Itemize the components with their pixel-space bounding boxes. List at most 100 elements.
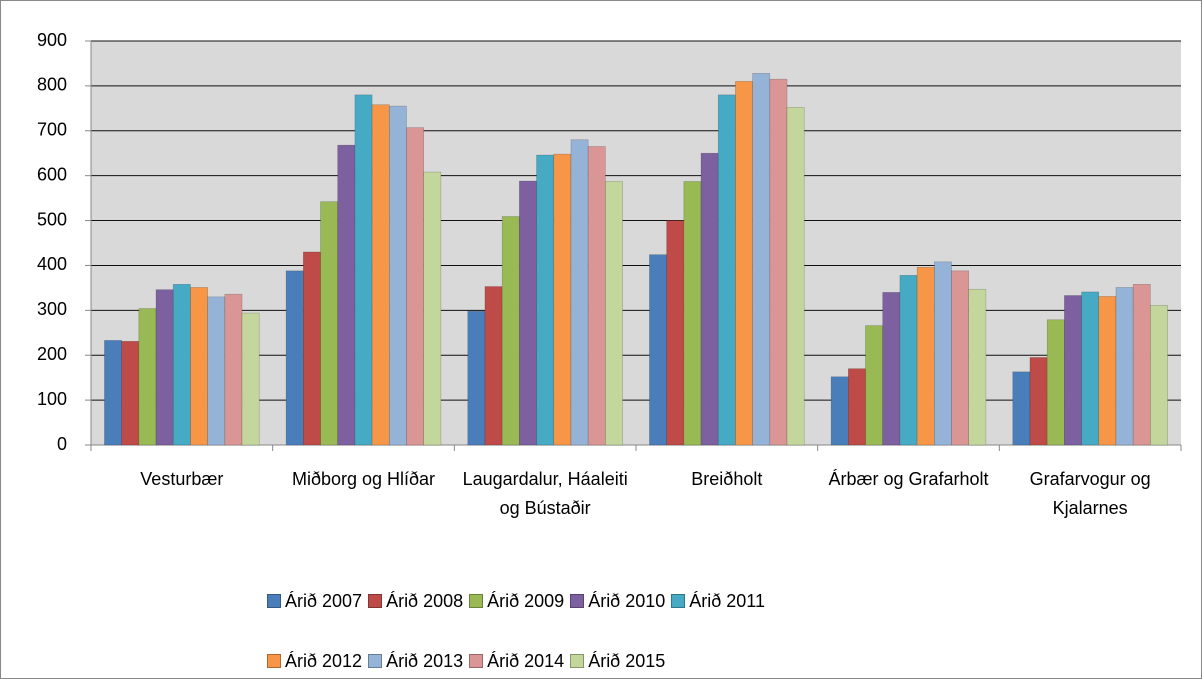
bar <box>700 152 719 446</box>
x-tick-label: Breiðholt <box>691 469 763 489</box>
bar <box>1012 371 1031 446</box>
bar <box>666 220 685 446</box>
bar <box>104 340 122 446</box>
legend-item: Árið 2013 <box>368 647 463 675</box>
y-tick-label: 900 <box>37 30 67 50</box>
x-tick-label: Vesturbær <box>140 469 224 489</box>
legend-swatch <box>368 654 383 668</box>
y-tick-label: 0 <box>57 434 67 454</box>
legend-label: Árið 2008 <box>386 590 464 611</box>
bar <box>951 270 970 446</box>
legend-label: Árið 2014 <box>487 650 565 671</box>
legend-swatch <box>671 594 686 608</box>
legend-swatch <box>469 654 484 668</box>
bar <box>371 104 390 446</box>
legend-swatch <box>570 594 585 608</box>
bar <box>786 107 805 446</box>
y-tick-label: 800 <box>37 75 67 95</box>
legend-item: Árið 2007 <box>267 587 362 615</box>
bar <box>916 266 935 446</box>
bar <box>649 254 667 446</box>
legend-item: Árið 2014 <box>469 647 564 675</box>
bar <box>302 251 321 446</box>
bar <box>570 139 589 446</box>
bar <box>501 216 520 446</box>
bar <box>735 81 753 446</box>
legend: Árið 2007 Árið 2008 Árið 2009 Árið 2010 Árið… <box>267 587 967 675</box>
bar <box>717 94 736 446</box>
y-tick-label: 400 <box>37 254 67 274</box>
legend-label: Árið 2007 <box>285 590 363 611</box>
legend-swatch <box>368 594 383 608</box>
legend-item: Árið 2009 <box>469 587 564 615</box>
bar <box>605 181 623 446</box>
y-tick-label: 100 <box>37 389 67 409</box>
bar <box>423 171 442 446</box>
legend-swatch <box>267 654 281 668</box>
x-tick-label: Árbær og Grafarholt <box>828 469 989 489</box>
bar <box>1029 357 1048 446</box>
y-tick-label: 700 <box>37 120 67 140</box>
bar <box>933 261 952 446</box>
legend-item: Árið 2015 <box>570 647 665 675</box>
legend-swatch <box>469 594 484 608</box>
bar <box>337 144 356 446</box>
bar <box>1064 295 1082 446</box>
legend-label: Árið 2012 <box>285 650 363 671</box>
bar <box>769 78 788 446</box>
bar <box>553 153 572 446</box>
legend-item: Árið 2011 <box>671 587 765 615</box>
x-tick-label: Miðborg og Hlíðar <box>291 469 436 489</box>
bar <box>847 368 866 446</box>
x-tick-label: Grafarvogur og Kjalarnes <box>1029 469 1151 518</box>
bar <box>968 288 987 446</box>
bar <box>536 154 555 446</box>
bar <box>354 94 373 446</box>
bar <box>172 283 191 446</box>
legend-label: Árið 2009 <box>487 590 565 611</box>
y-tick-label: 200 <box>37 344 67 364</box>
bar <box>484 286 503 446</box>
y-tick-label: 300 <box>37 299 67 319</box>
bar <box>683 181 702 446</box>
bar <box>587 146 606 446</box>
legend-label: Árið 2011 <box>689 590 765 611</box>
y-tick-label: 500 <box>37 209 67 229</box>
bar <box>899 275 918 446</box>
bar <box>1150 305 1168 446</box>
bar <box>224 293 243 446</box>
bar <box>207 296 226 446</box>
bar <box>241 312 260 446</box>
bar <box>1115 287 1134 446</box>
legend-label: Árið 2015 <box>588 650 666 671</box>
bar <box>155 289 174 446</box>
bar <box>320 201 339 446</box>
bar <box>190 287 208 446</box>
bar <box>406 127 425 446</box>
bar <box>138 308 157 446</box>
bar <box>121 341 140 446</box>
bar <box>388 105 407 446</box>
legend-item: Árið 2010 <box>570 587 665 615</box>
y-tick-label: 600 <box>37 164 67 184</box>
plot-background <box>91 41 1181 445</box>
bar <box>882 292 901 446</box>
legend-swatch <box>570 654 585 668</box>
bar <box>1132 283 1151 446</box>
bar <box>1081 291 1100 446</box>
legend-item: Árið 2012 <box>267 647 362 675</box>
bar <box>467 310 486 446</box>
bar <box>285 270 304 446</box>
bar <box>1098 296 1117 446</box>
bar <box>865 325 884 446</box>
legend-label: Árið 2010 <box>588 590 666 611</box>
legend-item: Árið 2008 <box>368 587 463 615</box>
bar <box>519 180 537 446</box>
bar <box>830 376 849 446</box>
bar <box>1046 319 1065 446</box>
x-tick-label: Laugardalur, Háaleiti og Bústaðir <box>462 469 628 518</box>
bar <box>752 73 771 446</box>
legend-label: Árið 2013 <box>386 650 464 671</box>
